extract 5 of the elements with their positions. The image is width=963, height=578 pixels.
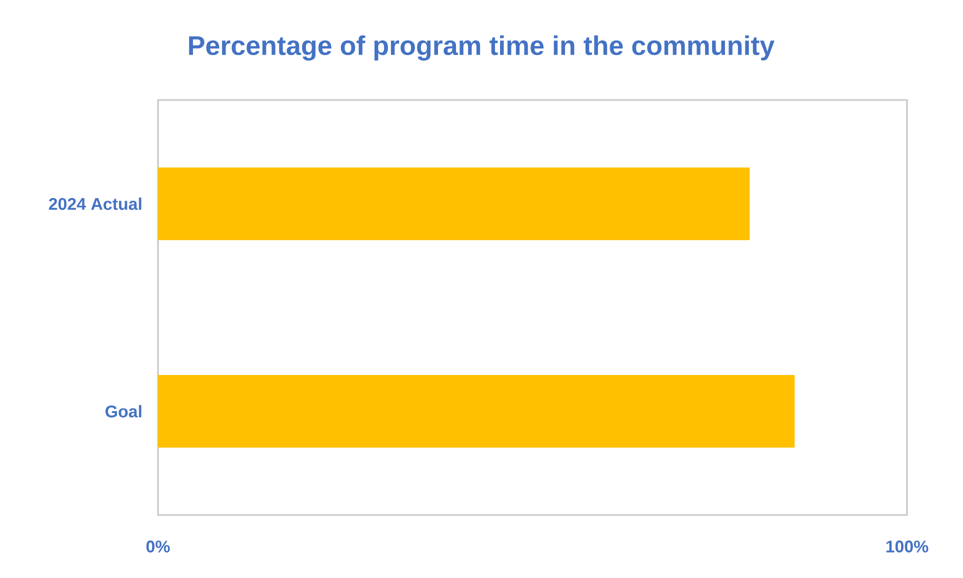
chart-title: Percentage of program time in the community xyxy=(189,35,775,61)
y-tick-label: Goal xyxy=(106,405,142,418)
x-tick-label: 0% xyxy=(146,540,170,553)
y-tick-label: 2024 Actual xyxy=(48,198,142,210)
x-tick-label: 100% xyxy=(886,540,928,553)
